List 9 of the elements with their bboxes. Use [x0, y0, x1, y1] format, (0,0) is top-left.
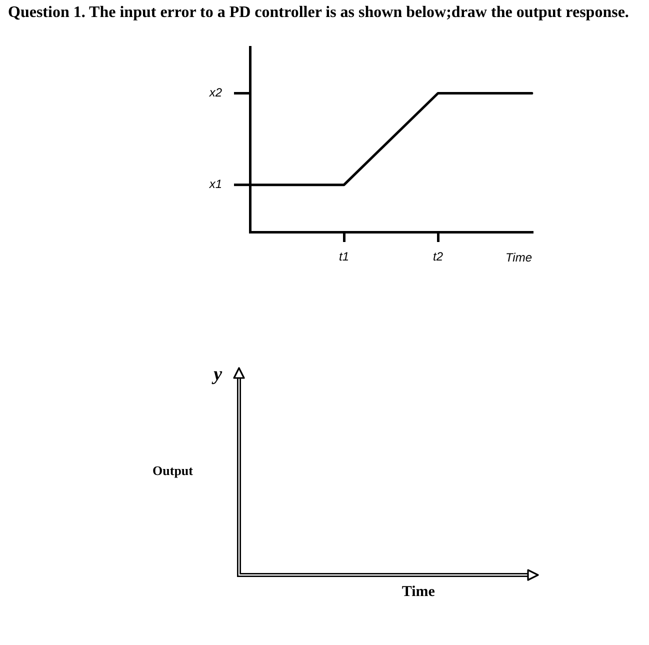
text: x1 [208, 177, 222, 192]
text: Time [402, 584, 436, 600]
x-tick-label: t1 [338, 250, 350, 264]
x-tick-label: t2 [432, 250, 444, 264]
text: x2 [208, 86, 222, 100]
text: Output [152, 462, 194, 478]
text: y [212, 364, 223, 385]
chart-title: Question 1. The input error to a PD controller is as shown below;draw the output response. [8, 4, 629, 22]
x-axis-title: Time [505, 250, 532, 264]
